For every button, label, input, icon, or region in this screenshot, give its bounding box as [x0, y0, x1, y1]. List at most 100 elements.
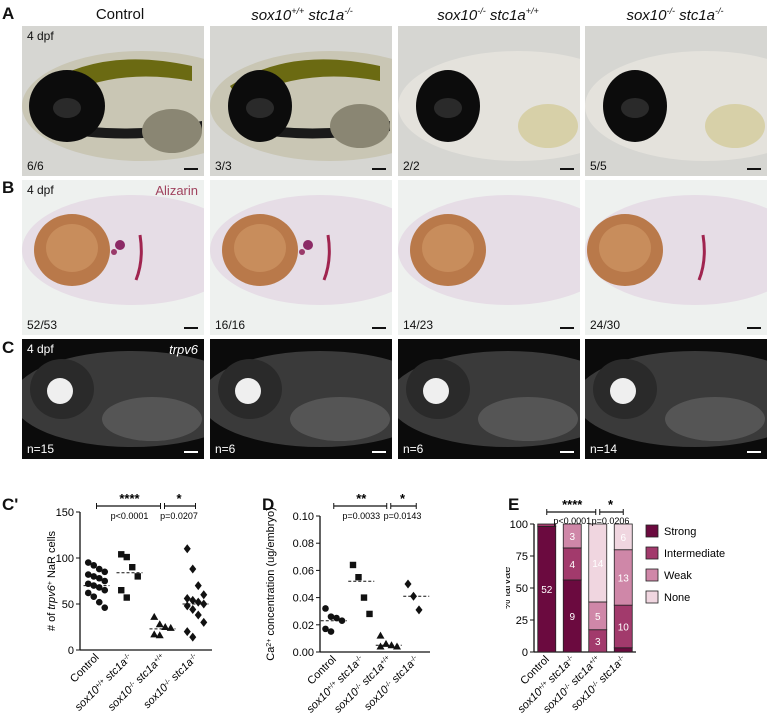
alizarin-image-1: 4 dpf 52/53 Alizarin — [22, 180, 204, 335]
count-label: n=6 — [215, 442, 236, 456]
legend-label: Intermediate — [664, 548, 725, 560]
data-point — [183, 544, 191, 554]
bar-segment-strong — [613, 647, 633, 653]
chart-calcium: 0.00 0.02 0.04 0.06 0.08 0.10 Ca2+ concentrati… — [265, 491, 430, 715]
data-point — [393, 642, 401, 650]
fluor-image-4: n=14 — [585, 339, 767, 459]
segment-count-label: 14 — [592, 559, 604, 570]
data-point — [95, 574, 103, 582]
y-tick-label: 0 — [68, 645, 74, 657]
bar-segment-intermediate — [537, 523, 557, 527]
y-tick-label: 0.00 — [293, 647, 314, 659]
significance-stars: * — [176, 491, 182, 506]
stage-label: 4 dpf — [27, 29, 54, 43]
segment-count-label: 13 — [618, 573, 630, 584]
data-point — [101, 604, 109, 611]
data-point — [194, 581, 202, 591]
data-point — [183, 593, 191, 603]
data-point — [355, 574, 362, 581]
y-tick-label: 25 — [516, 615, 528, 627]
column-header-stc1a: sox10+/+ stc1a-/- — [251, 6, 353, 24]
panel-label-c: C — [2, 338, 15, 357]
scale-bar — [747, 168, 761, 170]
y-tick-label: 0.08 — [293, 538, 314, 550]
significance-stars: **** — [562, 497, 583, 512]
data-point — [84, 589, 92, 597]
data-point — [333, 614, 340, 622]
count-label: 3/3 — [215, 159, 232, 173]
data-point — [84, 571, 92, 578]
y-axis-label: # of trpv6+ NaR cells — [46, 530, 58, 631]
y-axis-label: Ca2+ concentration (ug/embryo) — [265, 507, 277, 661]
y-tick-label: 75 — [516, 551, 528, 563]
stain-label: Alizarin — [155, 183, 198, 198]
data-point — [101, 586, 109, 594]
chart-nar-cells: 0 50 100 150 # of trpv6+ NaR cells **** p<0.00… — [46, 491, 212, 714]
data-point — [366, 610, 373, 618]
bright-image-1: 4 dpf 6/6 — [22, 26, 204, 176]
legend-swatch — [645, 524, 659, 538]
scale-bar — [372, 168, 386, 170]
data-point — [155, 631, 164, 639]
y-tick-label: 100 — [510, 519, 528, 531]
bright-image-4: 5/5 — [585, 26, 767, 176]
data-point — [129, 564, 136, 571]
legend-label: Weak — [664, 570, 692, 582]
data-point — [322, 605, 329, 612]
bright-image-2: 3/3 — [210, 26, 392, 176]
chart-trpv6-expression: 0 25 50 75 100 % larvae 52 9 4 3 3 5 14 10 13 6 **** p<0.… — [506, 497, 725, 715]
data-point — [415, 605, 423, 615]
legend-swatch — [645, 590, 659, 604]
data-point — [118, 587, 125, 594]
fluor-image-2: n=6 — [210, 339, 392, 459]
data-point — [382, 639, 390, 647]
y-tick-label: 0.06 — [293, 565, 314, 577]
p-value: p<0.0001 — [111, 511, 149, 521]
stage-label: 4 dpf — [27, 183, 54, 197]
fluor-image-1: 4 dpf n=15 trpv6 — [22, 339, 204, 459]
significance-stars: **** — [119, 491, 140, 506]
column-header-control: Control — [95, 6, 145, 23]
x-tick-label: sox10-/- stc1a+/+ — [106, 652, 168, 714]
scale-bar — [184, 451, 198, 453]
count-label: 6/6 — [27, 159, 44, 173]
p-value: p=0.0207 — [160, 511, 198, 521]
panel-label-e: E — [508, 495, 520, 514]
alizarin-image-4: 24/30 — [585, 180, 767, 335]
legend-swatch — [645, 568, 659, 582]
scale-bar — [560, 168, 574, 170]
column-header-double: sox10-/- stc1a-/- — [626, 6, 724, 24]
data-point — [349, 561, 357, 569]
segment-count-label: 3 — [569, 532, 575, 543]
legend-label: None — [664, 592, 690, 604]
p-value: p=0.0206 — [592, 516, 630, 526]
stage-label: 4 dpf — [27, 342, 54, 356]
data-point — [189, 595, 197, 605]
count-label: 16/16 — [215, 318, 246, 332]
alizarin-image-3: 14/23 — [398, 180, 580, 335]
y-tick-label: 0 — [522, 647, 528, 659]
data-point — [101, 577, 109, 585]
p-value: p=0.0143 — [384, 511, 422, 521]
count-label: n=6 — [403, 442, 424, 456]
significance-stars: * — [400, 491, 406, 506]
count-label: 52/53 — [27, 318, 58, 332]
marker-label: trpv6 — [169, 342, 198, 357]
data-point — [194, 610, 202, 620]
data-point — [200, 590, 208, 600]
panel-label-a: A — [2, 4, 15, 23]
scale-bar — [372, 327, 386, 329]
y-tick-label: 50 — [516, 583, 528, 595]
data-point — [376, 631, 385, 639]
data-point — [101, 568, 109, 576]
scale-bar — [560, 451, 574, 453]
count-label: 14/23 — [403, 318, 434, 332]
data-point — [194, 597, 202, 607]
data-point — [189, 605, 197, 615]
data-point — [95, 598, 103, 606]
data-point — [134, 573, 141, 580]
segment-count-label: 3 — [595, 637, 601, 648]
count-label: 24/30 — [590, 318, 621, 332]
data-point — [90, 573, 98, 580]
significance-stars: * — [608, 497, 614, 512]
